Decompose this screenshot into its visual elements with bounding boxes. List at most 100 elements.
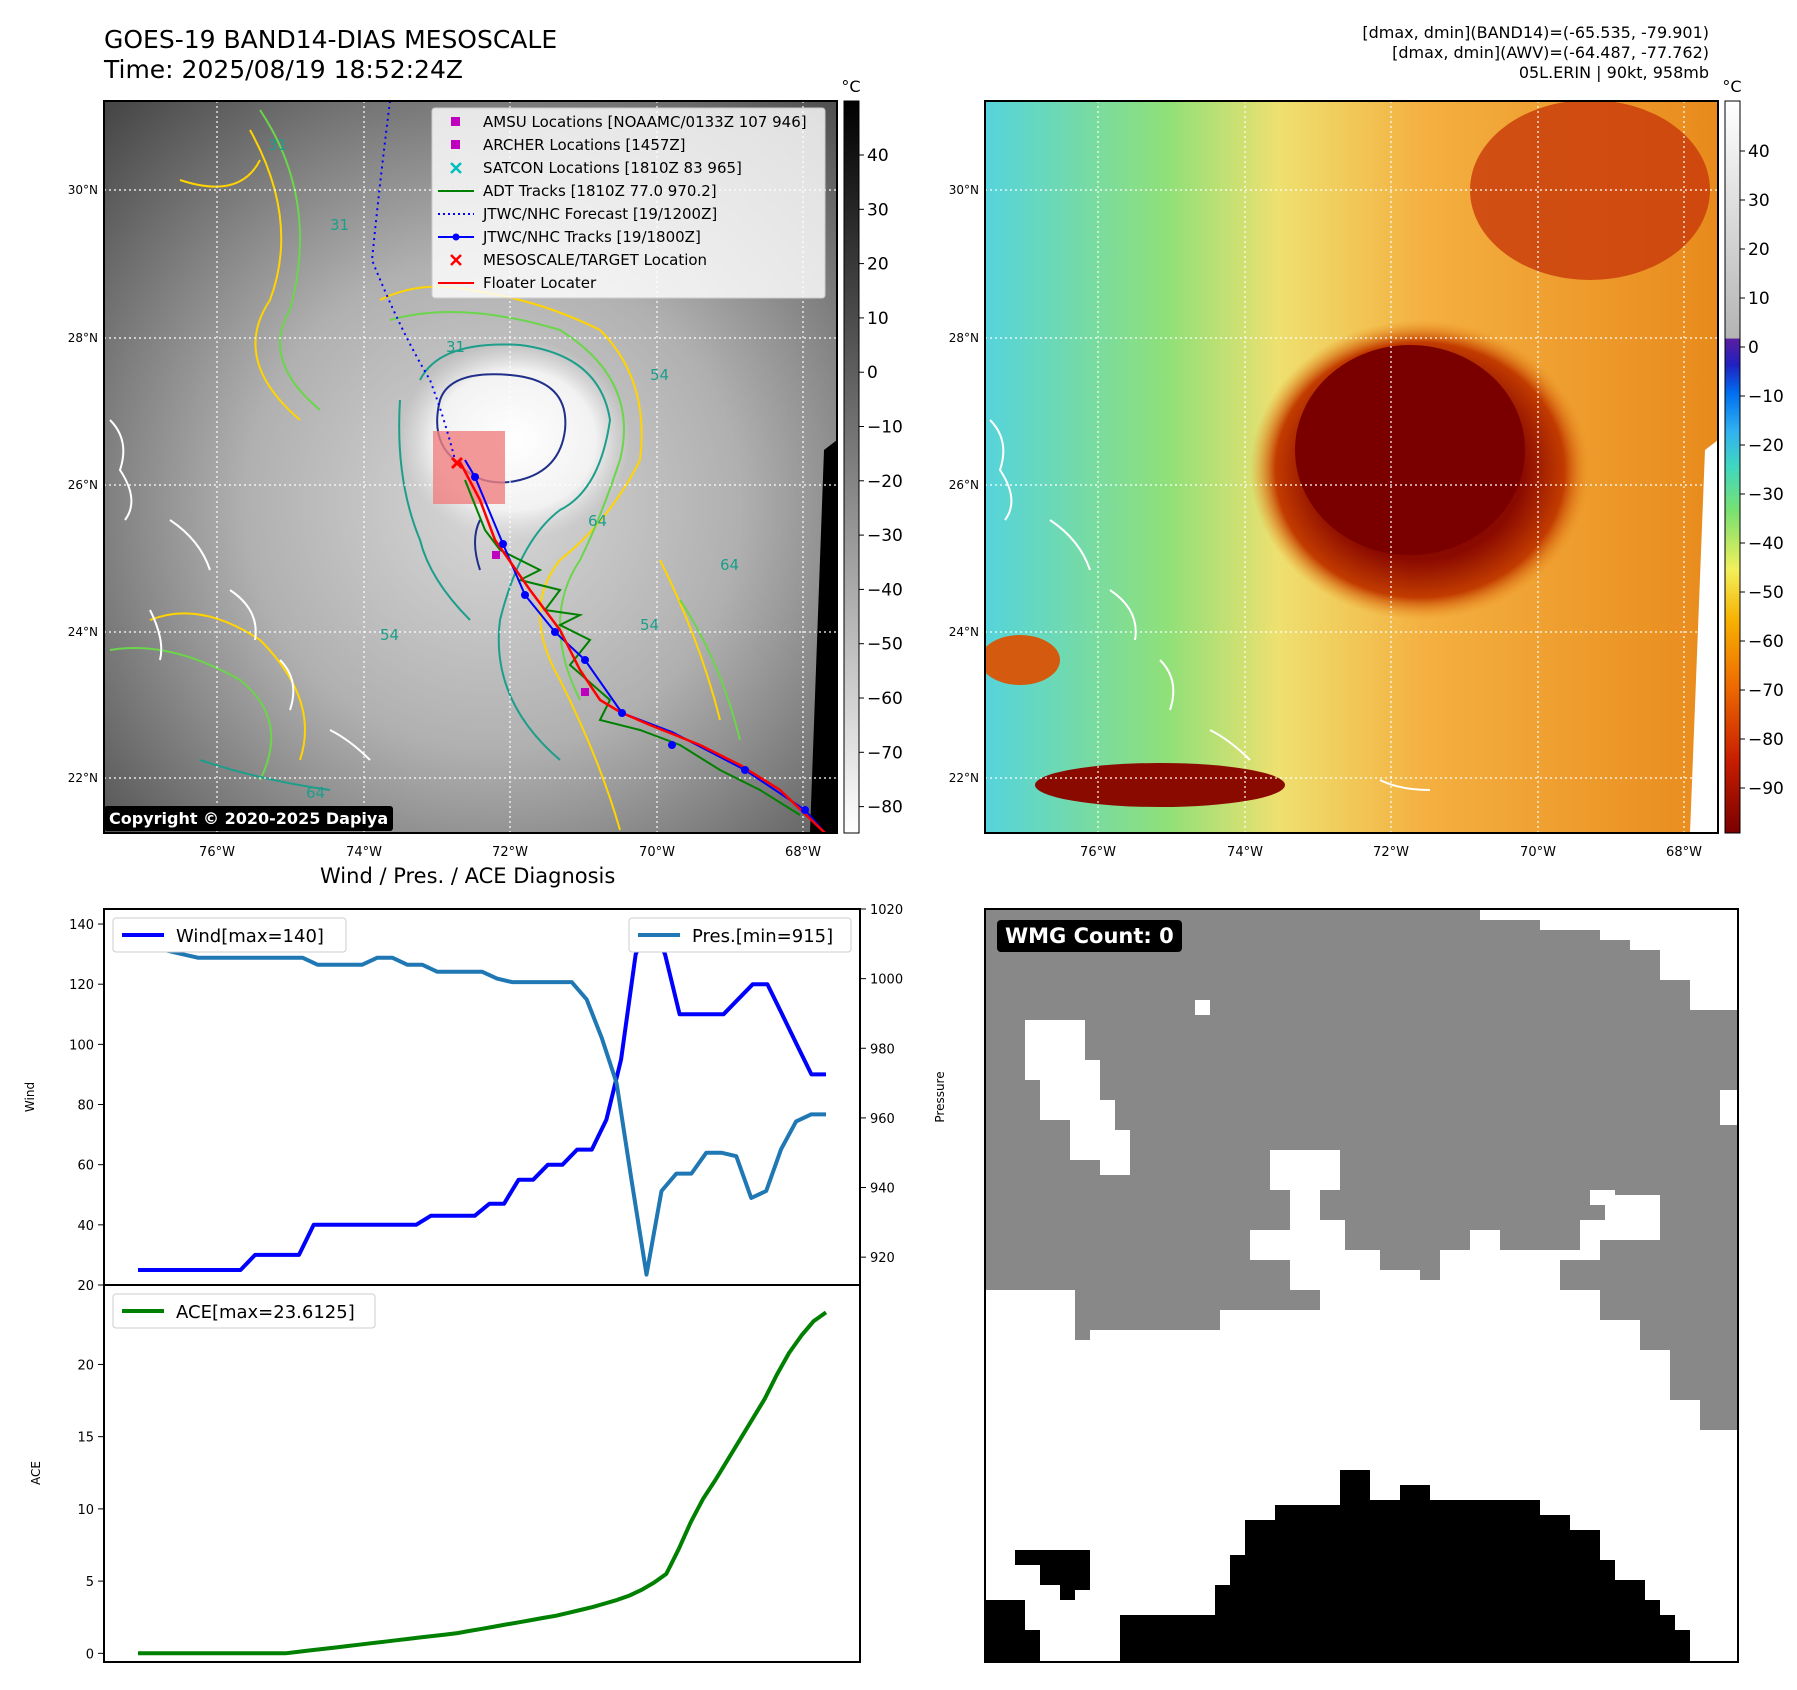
wv-south-dark (1035, 763, 1285, 807)
wind-ytick-label: 20 (77, 1279, 94, 1294)
lat-tick-label: 28°N (68, 331, 98, 345)
contour-label: 31 (330, 216, 349, 234)
coastline (109, 419, 371, 761)
legend-label: ARCHER Locations [1457Z] (483, 136, 686, 154)
wv-colorbar-label: 30 (1748, 191, 1770, 211)
contour-label: 64 (306, 784, 325, 802)
meta-line2: [dmax, dmin](AWV)=(-64.487, -77.762) (1392, 43, 1709, 62)
wmg-panel (984, 908, 1739, 1663)
ir-colorbar-label: 40 (867, 146, 889, 166)
contour-label: 54 (380, 626, 399, 644)
ace-ytick-label: 15 (77, 1431, 94, 1446)
pressure-legend-label: Pres.[min=915] (692, 926, 833, 947)
lat-tick-label: 30°N (68, 183, 98, 197)
wind-ytick-label: 120 (69, 978, 94, 993)
ace-ytick-label: 5 (86, 1575, 94, 1590)
meta-line1: [dmax, dmin](BAND14)=(-65.535, -79.901) (1362, 23, 1709, 42)
contour-green (109, 109, 741, 781)
wv-map-frame (984, 100, 1719, 834)
pressure-legend: Pres.[min=915] (628, 917, 852, 953)
lon-tick-label: 74°W (346, 845, 382, 860)
ir-colorbar-label: 30 (867, 200, 889, 220)
ir-colorbar-label: 10 (867, 309, 889, 329)
wv-colorbar-label: −10 (1748, 387, 1784, 407)
contour-label: 54 (650, 366, 669, 384)
ir-colorbar-label: −30 (867, 526, 903, 546)
contour-label: 64 (720, 556, 739, 574)
legend-label: ADT Tracks [1810Z 77.0 970.2] (483, 182, 717, 200)
wmg-count-badge: WMG Count: 0 (997, 920, 1182, 952)
wv-coastline (989, 419, 1431, 791)
legend-dot-marker (452, 233, 460, 241)
wind-legend: Wind[max=140] (112, 917, 347, 953)
ir-colorbar-label: −40 (867, 580, 903, 600)
contour-label: 31 (446, 338, 465, 356)
wmg-gray-region (985, 909, 1738, 1430)
archer-marker (492, 551, 500, 559)
ir-colorbar-label: −50 (867, 635, 903, 655)
lon-tick-label: 74°W (1227, 845, 1263, 860)
legend-item: JTWC/NHC Forecast [19/1200Z] (438, 205, 717, 223)
lon-tick-label: 72°W (1373, 845, 1409, 860)
wv-colorbar-label: −70 (1748, 681, 1784, 701)
legend-box: AMSU Locations [NOAAMC/0133Z 107 946] ARC… (431, 107, 826, 299)
ace-axis-label: ACE (29, 1461, 43, 1485)
ir-no-data-strip (810, 440, 837, 833)
ace-ytick-label: 20 (77, 1358, 94, 1373)
contour-label: 64 (588, 512, 607, 530)
wv-colorbar-label: −90 (1748, 779, 1784, 799)
pressure-ytick-label: 920 (870, 1251, 895, 1266)
ir-map-panel: AMSU Locations [NOAAMC/0133Z 107 946] ARC… (68, 100, 838, 860)
nhc-track-dots (471, 473, 809, 814)
contour-label: 54 (640, 616, 659, 634)
pressure-ytick-label: 1020 (870, 903, 903, 918)
adt-track (464, 479, 801, 816)
lon-tick-label: 76°W (199, 845, 235, 860)
legend-square-marker (451, 140, 460, 149)
ace-legend-label: ACE[max=23.6125] (176, 1302, 355, 1323)
legend-label: JTWC/NHC Forecast [19/1200Z] (482, 205, 717, 223)
legend-x-marker (450, 254, 462, 266)
amsu-marker (581, 688, 589, 696)
wind-pressure-plot: 140 120 100 80 60 40 20 1020 1000 980 960 940 920 W… (23, 903, 947, 1294)
lat-tick-label: 28°N (949, 331, 979, 345)
wind-ytick-label: 100 (69, 1038, 94, 1053)
ir-colorbar-label: −80 (867, 798, 903, 818)
lon-tick-label: 68°W (785, 845, 821, 860)
legend-item: Floater Locater (438, 274, 597, 292)
wind-series-line (138, 922, 826, 1272)
legend-x-marker (450, 162, 462, 174)
wv-colorbar-label: 10 (1748, 289, 1770, 309)
wv-colorbar-label: −80 (1748, 730, 1784, 750)
legend-label: SATCON Locations [1810Z 83 965] (483, 159, 742, 177)
legend-item: AMSU Locations [NOAAMC/0133Z 107 946] (451, 113, 807, 131)
legend-item: MESOSCALE/TARGET Location (450, 251, 707, 269)
wind-axis-label: Wind (23, 1082, 37, 1112)
ir-colorbar-unit: °C (841, 77, 860, 96)
ir-colorbar-label: 20 (867, 255, 889, 275)
pressure-ytick-label: 940 (870, 1182, 895, 1197)
legend-item: JTWC/NHC Tracks [19/1800Z] (438, 228, 701, 246)
wind-ytick-label: 80 (77, 1099, 94, 1114)
contour-yellow (149, 129, 721, 831)
wv-core-inner (1295, 345, 1525, 555)
ir-colorbar-label: −20 (867, 472, 903, 492)
chart-title-line2: Time: 2025/08/19 18:52:24Z (104, 55, 463, 84)
wv-colorbar-unit: °C (1722, 77, 1741, 96)
copyright-badge: Copyright © 2020-2025 Dapiya (104, 806, 394, 831)
legend-square-marker (451, 117, 460, 126)
legend-label: MESOSCALE/TARGET Location (483, 251, 707, 269)
wv-colorbar-label: 40 (1748, 142, 1770, 162)
ir-colorbar: °C 40 30 20 10 0 −10 −20 −30 −40 −50 −60 −70 −80 (841, 77, 903, 834)
pressure-ytick-label: 960 (870, 1112, 895, 1127)
lat-tick-label: 24°N (68, 625, 98, 639)
chart-title-line1: GOES-19 BAND14-DIAS MESOSCALE (104, 25, 558, 54)
contour-teal (199, 343, 612, 791)
wv-colorbar: °C 40 30 20 10 0 −10 −20 −30 −40 −50 −60 −70 −80 −90 (1722, 77, 1784, 834)
legend-label: JTWC/NHC Tracks [19/1800Z] (482, 228, 701, 246)
wind-legend-label: Wind[max=140] (176, 926, 324, 947)
lon-tick-label: 72°W (492, 845, 528, 860)
ace-ytick-label: 10 (77, 1503, 94, 1518)
target-x-marker (450, 456, 464, 470)
